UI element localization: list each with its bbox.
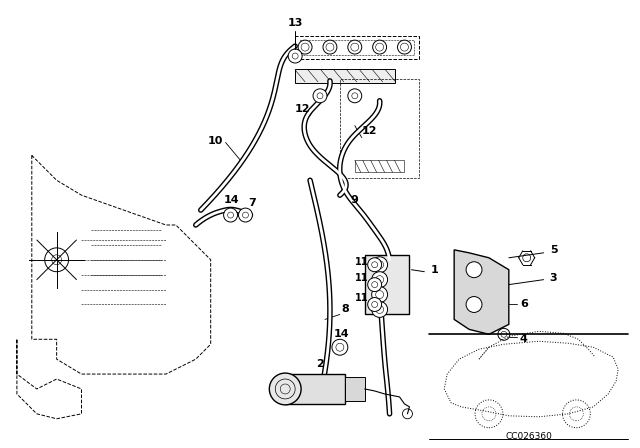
Text: 12: 12 bbox=[362, 125, 378, 136]
Circle shape bbox=[269, 373, 301, 405]
Circle shape bbox=[372, 287, 388, 302]
Circle shape bbox=[348, 40, 362, 54]
Circle shape bbox=[348, 89, 362, 103]
Circle shape bbox=[368, 297, 381, 311]
Circle shape bbox=[372, 302, 388, 318]
Text: 6: 6 bbox=[520, 300, 527, 310]
Text: 9: 9 bbox=[351, 195, 359, 205]
Text: 8: 8 bbox=[341, 305, 349, 314]
Text: 14: 14 bbox=[334, 329, 349, 339]
Circle shape bbox=[372, 271, 388, 288]
Bar bbox=[285, 374, 345, 404]
Circle shape bbox=[288, 49, 302, 63]
Text: 13: 13 bbox=[287, 18, 303, 28]
Text: 4: 4 bbox=[520, 334, 527, 344]
Text: 2: 2 bbox=[316, 359, 324, 369]
Bar bbox=[345, 377, 365, 401]
Bar bbox=[355, 160, 404, 172]
Circle shape bbox=[372, 40, 387, 54]
Text: 14: 14 bbox=[224, 195, 239, 205]
Text: CC026360: CC026360 bbox=[505, 432, 552, 441]
Polygon shape bbox=[365, 255, 410, 314]
Circle shape bbox=[323, 40, 337, 54]
Bar bbox=[295, 36, 419, 59]
Text: 5: 5 bbox=[550, 245, 557, 255]
Bar bbox=[295, 69, 394, 83]
Text: 11: 11 bbox=[355, 293, 369, 302]
Circle shape bbox=[368, 258, 381, 271]
Polygon shape bbox=[454, 250, 509, 334]
Text: 10: 10 bbox=[208, 136, 223, 146]
Text: 7: 7 bbox=[248, 198, 256, 208]
Text: 3: 3 bbox=[550, 273, 557, 283]
Circle shape bbox=[239, 208, 252, 222]
Circle shape bbox=[397, 40, 412, 54]
Bar bbox=[340, 79, 419, 178]
Circle shape bbox=[466, 297, 482, 312]
Circle shape bbox=[223, 208, 237, 222]
Text: 11: 11 bbox=[355, 257, 369, 267]
Text: 1: 1 bbox=[431, 265, 438, 275]
Text: 12: 12 bbox=[294, 104, 310, 114]
Circle shape bbox=[368, 278, 381, 292]
Circle shape bbox=[372, 257, 388, 273]
Bar bbox=[300, 40, 415, 55]
Circle shape bbox=[466, 262, 482, 278]
Text: 11: 11 bbox=[355, 273, 369, 283]
Circle shape bbox=[298, 40, 312, 54]
Circle shape bbox=[313, 89, 327, 103]
